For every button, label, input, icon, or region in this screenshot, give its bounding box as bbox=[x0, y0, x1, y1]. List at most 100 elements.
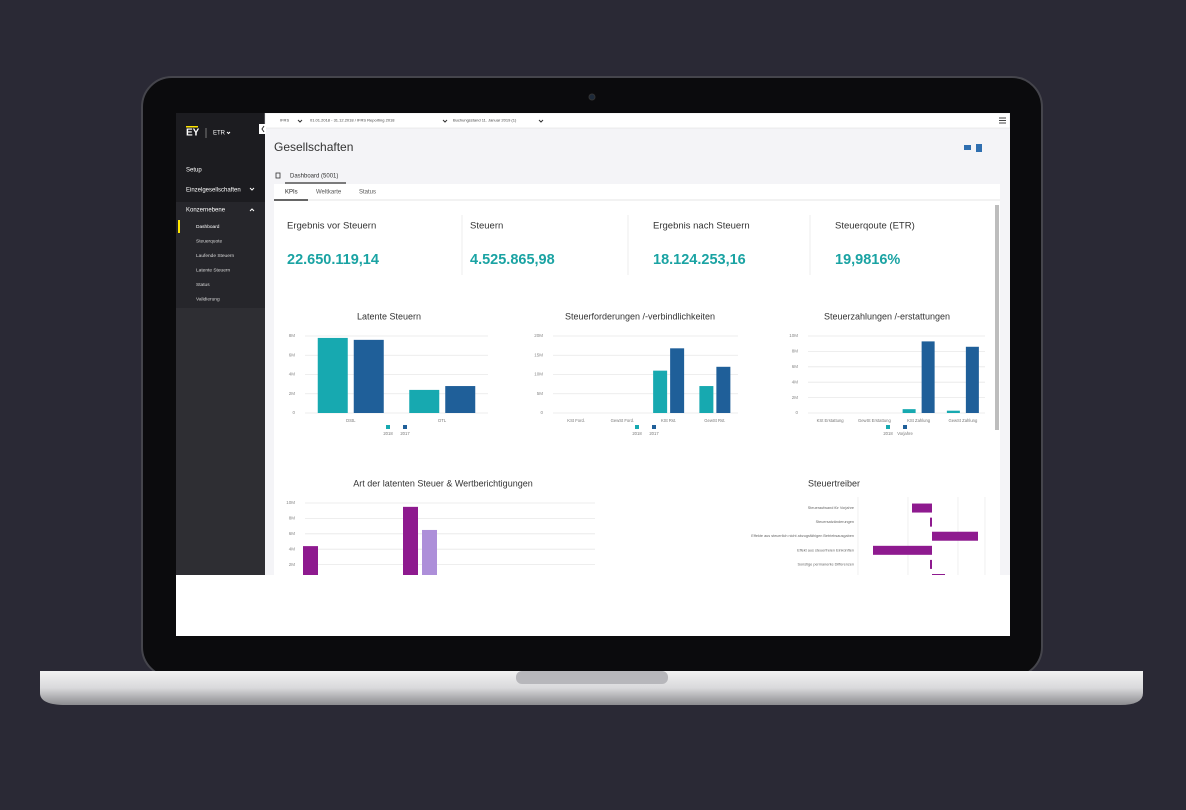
legend-label[interactable]: Vorjahre bbox=[897, 431, 913, 436]
page-title: Gesellschaften bbox=[274, 140, 353, 154]
bar bbox=[965, 346, 979, 413]
bar bbox=[699, 386, 714, 413]
chart-title: Steuerzahlungen /-erstattungen bbox=[824, 311, 950, 321]
x-tick-label: GewSt Zahlung bbox=[948, 418, 978, 423]
legend-label[interactable]: 2017 bbox=[649, 431, 659, 436]
subtab[interactable]: KPIs bbox=[285, 190, 298, 196]
kpi-value: 19,9816% bbox=[835, 252, 900, 268]
bar bbox=[653, 370, 668, 413]
y-tick-label: 0 bbox=[292, 410, 295, 415]
subtab[interactable]: Weltkarte bbox=[316, 190, 342, 196]
kpi-value: 18.124.253,16 bbox=[653, 252, 746, 268]
nav-item[interactable]: Einzelgesellschaften bbox=[186, 188, 241, 194]
top-bar bbox=[264, 113, 1010, 129]
y-tick-label: 4M bbox=[289, 546, 296, 551]
dropdown-icons bbox=[297, 119, 544, 123]
kpi-label: Ergebnis nach Steuern bbox=[653, 221, 750, 232]
expand-icon[interactable] bbox=[275, 172, 281, 179]
x-tick-label: KSt Zahlung bbox=[907, 418, 931, 423]
legend-swatch[interactable] bbox=[403, 425, 407, 429]
y-tick-label: Effekte aus steuerlich nicht abzugsfähig… bbox=[751, 534, 854, 538]
legend-swatch[interactable] bbox=[886, 425, 890, 429]
legend-swatch[interactable] bbox=[903, 425, 907, 429]
x-tick-label: GewSt Rst. bbox=[704, 418, 725, 423]
filter[interactable]: Buchungsstand 11. Januar 2019 (1) bbox=[453, 118, 517, 123]
bar bbox=[716, 366, 731, 413]
y-tick-label: 0 bbox=[795, 410, 798, 415]
bar bbox=[403, 506, 418, 575]
chart-title: Art der latenten Steuer & Wertberichtigu… bbox=[353, 478, 532, 488]
nav-subitem[interactable]: Validierung bbox=[196, 296, 220, 302]
subtab[interactable]: Status bbox=[359, 190, 376, 196]
nav-subitem[interactable]: Steuerquote bbox=[196, 238, 222, 244]
nav-item[interactable]: Setup bbox=[186, 168, 202, 174]
active-marker bbox=[178, 220, 180, 233]
y-tick-label: 10M bbox=[789, 333, 798, 338]
legend-swatch[interactable] bbox=[652, 425, 656, 429]
y-tick-label: 10M bbox=[534, 372, 543, 377]
sidebar-empty bbox=[176, 308, 265, 575]
brand: EY bbox=[186, 128, 200, 139]
scrollbar[interactable] bbox=[995, 205, 999, 430]
nav-subitem[interactable]: Laufende Steuern bbox=[196, 253, 234, 259]
chart-title: Steuerforderungen /-verbindlichkeiten bbox=[565, 311, 715, 321]
kpi-label: Steuerqoute (ETR) bbox=[835, 221, 915, 232]
legend-label[interactable]: 2018 bbox=[632, 431, 642, 436]
nav-subitem[interactable]: Dashboard bbox=[196, 224, 220, 230]
x-tick-label: KSt Ford. bbox=[567, 418, 585, 423]
app-chevron bbox=[226, 131, 231, 135]
nav-subitem[interactable]: Latente Steuern bbox=[196, 267, 230, 273]
chart-title: Latente Steuern bbox=[357, 311, 421, 321]
laptop-notch bbox=[516, 671, 668, 684]
filter[interactable]: IFRS bbox=[280, 118, 289, 123]
x-tick-label: DStL bbox=[346, 418, 356, 423]
app-name[interactable]: ETR bbox=[213, 131, 226, 137]
y-tick-label: 20M bbox=[534, 333, 543, 338]
bar bbox=[353, 339, 384, 413]
bar bbox=[932, 574, 945, 575]
bar bbox=[930, 517, 932, 527]
legend-label[interactable]: 2017 bbox=[400, 431, 410, 436]
bar bbox=[902, 409, 916, 413]
kpi-dividers bbox=[461, 215, 811, 275]
legend-label[interactable]: 2018 bbox=[883, 431, 893, 436]
chart-title: Steuertreiber bbox=[808, 478, 860, 488]
bar bbox=[317, 337, 348, 413]
app: EY ETR Gesellschaften Dashboard (5001) I… bbox=[176, 113, 1010, 575]
y-tick-label: 6M bbox=[289, 352, 296, 357]
y-tick-label: 2M bbox=[289, 391, 296, 396]
menu-icon[interactable] bbox=[999, 117, 1006, 124]
bar bbox=[930, 559, 932, 569]
bar bbox=[303, 546, 318, 575]
y-tick-label: Sonstige permanente Differenzen bbox=[798, 562, 855, 566]
x-tick-label: KSt Rst. bbox=[661, 418, 676, 423]
bar bbox=[921, 341, 935, 413]
y-tick-label: 8M bbox=[289, 516, 296, 521]
x-tick-label: DTL bbox=[438, 418, 447, 423]
bar bbox=[409, 389, 440, 413]
y-tick-label: Steueraufwand für Vorjahre bbox=[808, 506, 854, 510]
kpi-label: Steuern bbox=[470, 221, 503, 232]
bar bbox=[946, 410, 960, 413]
dashboard-tab[interactable]: Dashboard (5001) bbox=[290, 174, 338, 180]
y-tick-label: 4M bbox=[289, 372, 296, 377]
nav-item[interactable]: Konzernebene bbox=[186, 208, 226, 214]
print-icon[interactable] bbox=[964, 145, 971, 150]
y-tick-label: 6M bbox=[289, 531, 296, 536]
legend-label[interactable]: 2018 bbox=[383, 431, 393, 436]
filter[interactable]: 01.01.2018 - 31.12.2018 / IFRS Reporting… bbox=[310, 118, 395, 123]
x-tick-label: GewSt Erstattung bbox=[858, 418, 891, 423]
legend-swatch[interactable] bbox=[635, 425, 639, 429]
legend-swatch[interactable] bbox=[386, 425, 390, 429]
bar bbox=[445, 386, 476, 413]
y-tick-label: Effekt aus steuerfreien Einkünften bbox=[797, 548, 854, 552]
nav-subitem[interactable]: Status bbox=[196, 282, 210, 288]
panel bbox=[274, 184, 1000, 575]
y-tick-label: 2M bbox=[792, 395, 799, 400]
y-tick-label: 6M bbox=[792, 364, 799, 369]
x-tick-label: KSt Erstattung bbox=[817, 418, 845, 423]
export-icon[interactable] bbox=[976, 144, 982, 152]
bar bbox=[422, 529, 437, 575]
